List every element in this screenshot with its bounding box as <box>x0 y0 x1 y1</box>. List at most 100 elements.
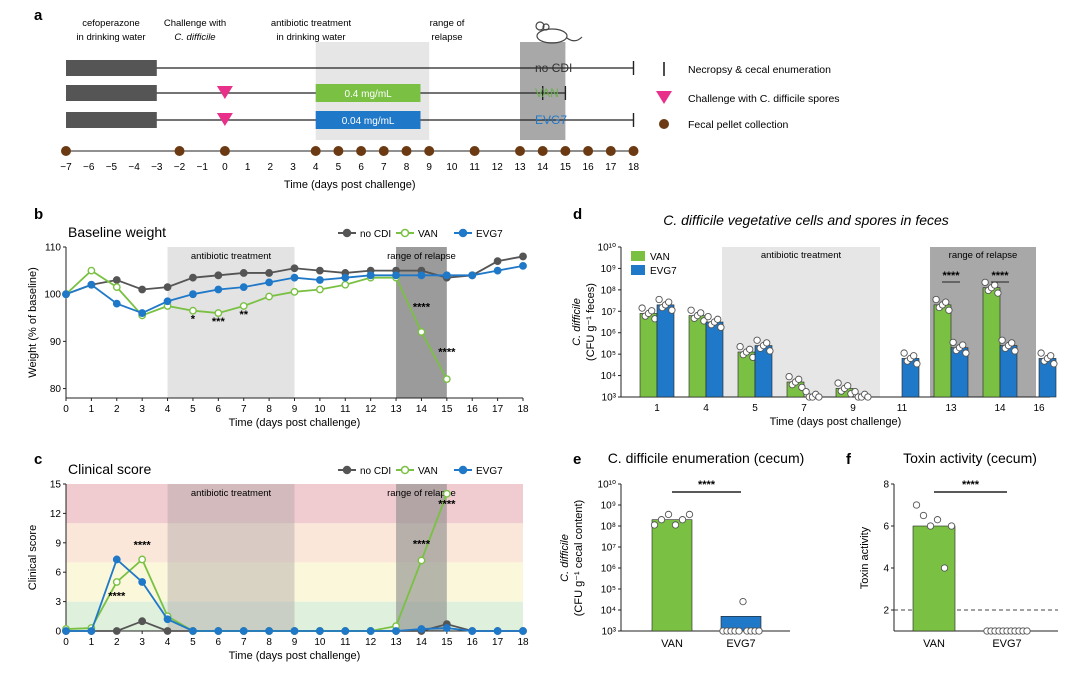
significance-mark: ** <box>239 309 248 321</box>
fecal-pellet-dot <box>515 146 525 156</box>
fecal-pellet-dot <box>61 146 71 156</box>
data-point <box>315 285 324 294</box>
day-tick-label: 13 <box>514 162 526 173</box>
y-tick-label: 2 <box>883 606 889 617</box>
y-axis-title: Weight (% of baseline) <box>27 267 39 377</box>
day-tick-label: 0 <box>222 162 228 173</box>
replicate-point <box>753 336 761 344</box>
replicate-point <box>1037 349 1045 357</box>
panel-d-label: d <box>573 206 582 223</box>
x-tick-label: 6 <box>216 637 222 648</box>
replicate-point <box>766 347 774 355</box>
data-point <box>442 375 451 384</box>
data-point <box>189 290 197 299</box>
data-point <box>442 624 451 632</box>
data-point <box>62 290 70 299</box>
replicate-point <box>962 349 970 357</box>
replicate-point <box>763 339 771 347</box>
legend-label: EVG7 <box>476 229 503 240</box>
y-tick-label: 10⁸ <box>601 522 616 533</box>
x-tick-label: 4 <box>165 637 171 648</box>
chart-title: Clinical score <box>68 461 151 477</box>
bar-van <box>933 304 952 398</box>
replicate-point <box>714 315 722 323</box>
fecal-pellet-dot <box>469 146 480 156</box>
x-tick-label: 1 <box>89 404 95 415</box>
y-axis-title: Toxin activity <box>859 526 871 589</box>
y-tick-label: 6 <box>883 522 889 533</box>
x-tick-label: 3 <box>139 404 145 415</box>
x-tick-label: 16 <box>467 637 479 648</box>
legend-label: no CDI <box>360 466 391 477</box>
data-point <box>366 627 375 635</box>
x-tick-label: 11 <box>897 403 908 414</box>
x-tick-label: 1 <box>654 403 660 414</box>
bar-van <box>982 287 1001 398</box>
y-tick-label: 80 <box>50 384 62 395</box>
data-point <box>112 299 121 308</box>
chart-toxin-activity: 2 4 6 8 VAN EVG7 **** Toxin activity (cecum) Tox… <box>859 450 1058 650</box>
data-point <box>62 627 70 635</box>
day-tick-label: −3 <box>151 162 163 173</box>
header-challenge-1: Challenge with <box>164 18 226 29</box>
legend-label: EVG7 <box>476 466 503 477</box>
x-tick-label: EVG7 <box>992 638 1021 650</box>
y-tick-label: 10⁹ <box>601 264 616 275</box>
y-tick-label: 10⁴ <box>601 606 616 617</box>
bar-van <box>688 315 707 398</box>
replicate-point <box>664 510 673 519</box>
y-tick-label: 90 <box>50 337 62 348</box>
data-point <box>468 627 477 635</box>
x-tick-label: 5 <box>190 404 196 415</box>
data-point <box>265 627 274 635</box>
y-tick-label: 10⁷ <box>601 307 616 318</box>
x-tick-label: 11 <box>340 637 351 648</box>
significance-mark: **** <box>991 270 1009 282</box>
y-tick-label: 10⁴ <box>601 371 616 382</box>
replicate-point <box>932 295 940 304</box>
relapse-shade-label: range of relapse <box>387 251 456 262</box>
x-tick-label: 16 <box>1033 403 1045 414</box>
significance-mark: **** <box>942 270 960 282</box>
replicate-point <box>700 317 708 325</box>
day-tick-label: 9 <box>426 162 432 173</box>
header-cefo-1: cefoperazone <box>82 18 140 29</box>
significance-mark: **** <box>962 479 980 491</box>
data-point <box>341 273 350 282</box>
day-tick-label: 15 <box>560 162 572 173</box>
chart-feces-cfu: antibiotic treatment range of relapse 10³ 1… <box>571 212 1058 428</box>
x-axis-title: Time (days post challenge) <box>284 179 416 191</box>
y-tick-label: 10⁶ <box>601 328 616 339</box>
replicate-point <box>844 382 852 390</box>
replicate-point <box>994 289 1002 297</box>
y-tick-label: 10³ <box>602 393 617 404</box>
legend-swatch <box>631 251 645 261</box>
mouse-icon <box>535 21 583 44</box>
replicate-point <box>945 306 953 314</box>
bar-van <box>912 525 956 632</box>
data-point <box>112 627 121 635</box>
data-point <box>442 489 451 498</box>
replicate-point <box>704 312 712 321</box>
replicate-point <box>834 379 842 387</box>
replicate-point <box>933 516 942 524</box>
data-point <box>163 283 172 292</box>
replicate-point <box>940 564 949 572</box>
header-cefo-2: in drinking water <box>76 32 145 43</box>
legend-marker <box>342 465 352 475</box>
x-tick-label: VAN <box>661 638 683 650</box>
replicate-point <box>1023 627 1031 635</box>
replicate-point <box>795 375 803 383</box>
data-point <box>163 615 172 624</box>
legend-text: Fecal pellet collection <box>688 119 789 131</box>
y-tick-label: 12 <box>50 509 62 520</box>
panel-f: f 2 4 6 8 VAN EVG7 **** Toxin activity (cecum) T… <box>846 450 1058 650</box>
x-tick-label: 15 <box>441 637 453 648</box>
data-point <box>366 271 375 280</box>
data-point <box>87 627 96 635</box>
header-abx-1: antibiotic treatment <box>271 18 352 29</box>
y-tick-label: 15 <box>50 480 62 491</box>
y-tick-label: 10⁸ <box>601 285 616 296</box>
replicate-point <box>981 278 989 287</box>
